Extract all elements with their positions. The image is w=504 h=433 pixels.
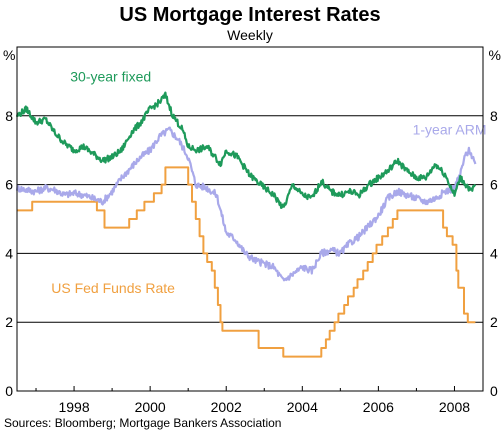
x-axis: 1998 2000 2002 2004 2006 2008 xyxy=(35,386,470,415)
y-tick-right-0: 0 xyxy=(490,383,498,399)
y-axis-right: 0 2 4 6 8 xyxy=(490,108,498,399)
series-line-fixed xyxy=(15,91,477,209)
source-note: Sources: Bloomberg; Mortgage Bankers Ass… xyxy=(4,416,281,430)
series-label-fixed: 30-year fixed xyxy=(70,68,151,84)
x-tick-label-1998: 1998 xyxy=(58,399,89,415)
y-tick-right-6: 6 xyxy=(490,177,498,193)
y-tick-left-8: 8 xyxy=(5,108,13,124)
y-tick-left-2: 2 xyxy=(5,314,13,330)
series-labels: 30-year fixed 1-year ARM US Fed Funds Rate xyxy=(51,68,486,296)
x-tick-label-2004: 2004 xyxy=(287,399,318,415)
y-tick-left-4: 4 xyxy=(5,245,13,261)
y-tick-right-4: 4 xyxy=(490,245,498,261)
y-unit-left: % xyxy=(3,47,15,63)
series-label-fed: US Fed Funds Rate xyxy=(51,280,175,296)
x-tick-label-2008: 2008 xyxy=(439,399,470,415)
x-tick-label-2006: 2006 xyxy=(363,399,394,415)
gridlines xyxy=(17,115,483,323)
x-tick-label-2002: 2002 xyxy=(211,399,242,415)
y-tick-right-2: 2 xyxy=(490,314,498,330)
plot-frame xyxy=(16,46,484,392)
y-unit-right: % xyxy=(489,47,501,63)
y-tick-left-0: 0 xyxy=(5,383,13,399)
series-label-arm: 1-year ARM xyxy=(413,122,487,138)
chart-subtitle: Weekly xyxy=(227,27,273,43)
series-line-arm xyxy=(15,126,477,282)
y-tick-right-8: 8 xyxy=(490,108,498,124)
y-axis-left: 0 2 4 6 8 xyxy=(5,108,13,399)
y-tick-left-6: 6 xyxy=(5,177,13,193)
series-lines xyxy=(15,91,477,358)
series-line-fed xyxy=(17,166,476,358)
x-tick-label-2000: 2000 xyxy=(135,399,166,415)
chart-title: US Mortgage Interest Rates xyxy=(119,4,380,26)
